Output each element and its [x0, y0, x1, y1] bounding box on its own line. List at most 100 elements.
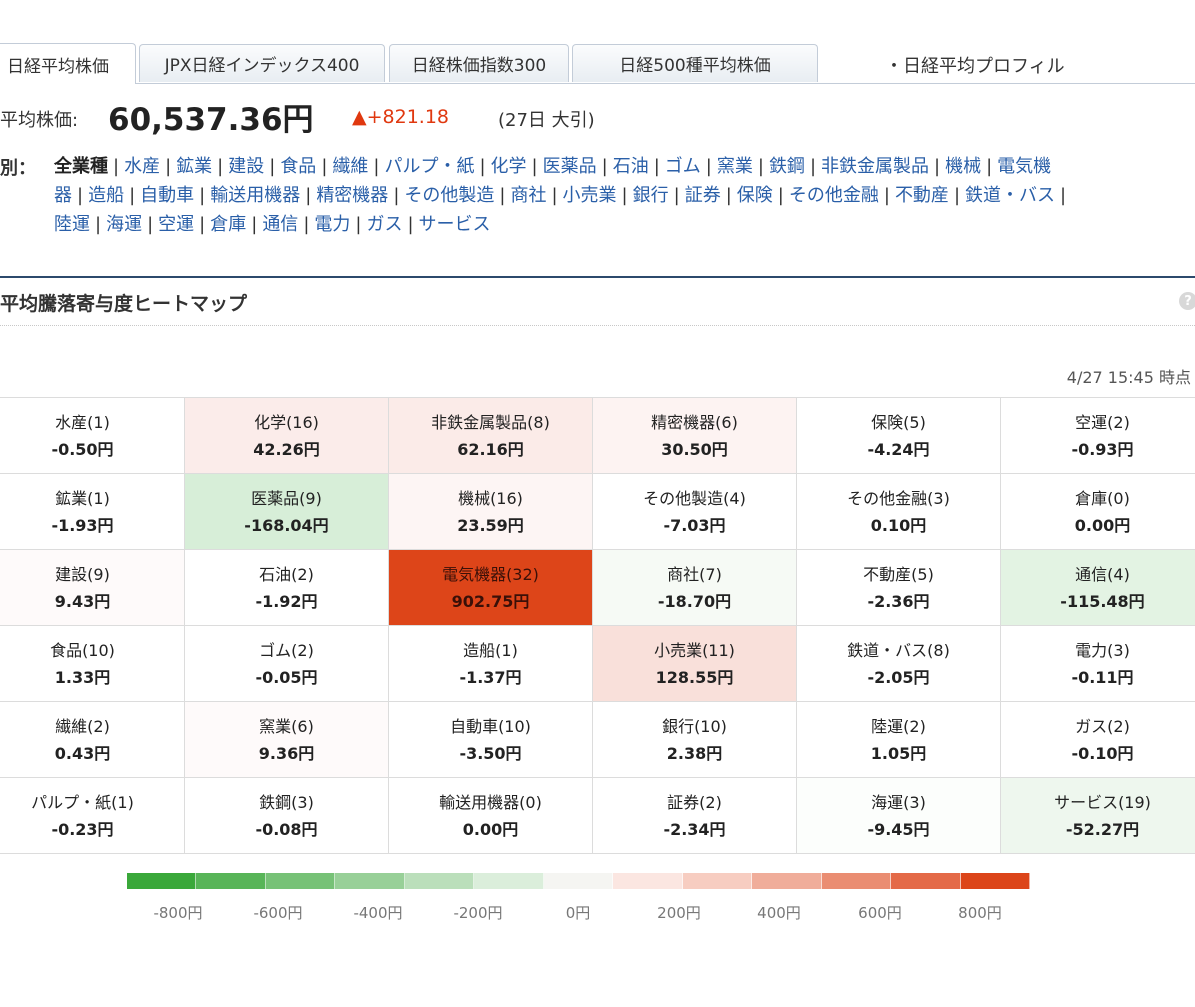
- industry-link[interactable]: その他製造: [404, 185, 495, 206]
- industry-link[interactable]: 通信: [262, 214, 299, 235]
- link-separator: |: [77, 185, 84, 206]
- industry-link[interactable]: 化学: [490, 156, 527, 177]
- industry-link[interactable]: 空運: [158, 214, 195, 235]
- link-separator: |: [199, 185, 206, 206]
- industry-link[interactable]: 海運: [106, 214, 143, 235]
- question-icon[interactable]: ?: [1179, 292, 1195, 310]
- nikkei-profile-link[interactable]: ・日経平均プロフィル: [885, 56, 1065, 77]
- industry-link[interactable]: ガス: [366, 214, 403, 235]
- tab-jpx-nikkei-400[interactable]: JPX日経インデックス400: [139, 44, 385, 82]
- industry-link-row: 器 | 造船 | 自動車 | 輸送用機器 | 精密機器 | その他製造 | 商社 | 小売業 | 銀行 | 証券 | 保…: [54, 181, 1195, 210]
- heatmap-cell[interactable]: ゴム(2) -0.05円: [185, 626, 389, 702]
- sector-name: サービス(19): [1054, 792, 1151, 812]
- industry-link[interactable]: 輸送用機器: [210, 185, 301, 206]
- heatmap-grid: 水産(1) -0.50円 化学(16) 42.26円 非鉄金属製品(8) 62.16円 精密…: [0, 397, 1195, 854]
- industry-link[interactable]: 鉱業: [176, 156, 213, 177]
- industry-link-row: 陸運 | 海運 | 空運 | 倉庫 | 通信 | 電力 | ガス | サービス: [54, 210, 1195, 239]
- industry-link[interactable]: 機械: [945, 156, 982, 177]
- heatmap-cell[interactable]: 非鉄金属製品(8) 62.16円: [389, 398, 593, 474]
- industry-link[interactable]: 器: [54, 185, 72, 206]
- industry-link[interactable]: その他金融: [788, 185, 879, 206]
- heatmap-cell[interactable]: 銀行(10) 2.38円: [593, 702, 797, 778]
- heatmap-cell[interactable]: 鉱業(1) -1.93円: [0, 474, 185, 550]
- heatmap-cell[interactable]: 機械(16) 23.59円: [389, 474, 593, 550]
- heatmap-cell[interactable]: サービス(19) -52.27円: [1001, 778, 1195, 854]
- heatmap-cell[interactable]: 証券(2) -2.34円: [593, 778, 797, 854]
- industry-link[interactable]: 非鉄金属製品: [821, 156, 930, 177]
- industry-link[interactable]: パルプ・紙: [384, 156, 475, 177]
- link-separator: |: [934, 156, 941, 177]
- industry-link[interactable]: 商社: [510, 185, 547, 206]
- link-separator: |: [725, 185, 732, 206]
- industry-link[interactable]: 建設: [228, 156, 265, 177]
- industry-link[interactable]: 電力: [314, 214, 351, 235]
- heatmap-cell[interactable]: 海運(3) -9.45円: [797, 778, 1001, 854]
- heatmap-cell[interactable]: ガス(2) -0.10円: [1001, 702, 1195, 778]
- industry-link[interactable]: 造船: [88, 185, 125, 206]
- heatmap-cell[interactable]: 建設(9) 9.43円: [0, 550, 185, 626]
- industry-link[interactable]: 証券: [684, 185, 721, 206]
- price-label: 平均株価:: [0, 110, 79, 131]
- industry-link[interactable]: 水産: [124, 156, 161, 177]
- sector-name: 医薬品(9): [251, 488, 322, 508]
- industry-link[interactable]: 鉄道・バス: [965, 185, 1056, 206]
- heatmap-cell[interactable]: 繊維(2) 0.43円: [0, 702, 185, 778]
- industry-link[interactable]: 陸運: [54, 214, 90, 235]
- heatmap-cell[interactable]: その他金融(3) 0.10円: [797, 474, 1001, 550]
- heatmap-cell[interactable]: 不動産(5) -2.36円: [797, 550, 1001, 626]
- heatmap-cell[interactable]: 倉庫(0) 0.00円: [1001, 474, 1195, 550]
- industry-link[interactable]: 食品: [280, 156, 317, 177]
- heatmap-cell[interactable]: 精密機器(6) 30.50円: [593, 398, 797, 474]
- sector-contribution: -0.11円: [1071, 667, 1134, 687]
- heatmap-cell[interactable]: 小売業(11) 128.55円: [593, 626, 797, 702]
- sector-contribution: -4.24円: [867, 439, 930, 459]
- heatmap-cell[interactable]: 石油(2) -1.92円: [185, 550, 389, 626]
- heatmap-cell[interactable]: 電力(3) -0.11円: [1001, 626, 1195, 702]
- industry-link[interactable]: ゴム: [664, 156, 701, 177]
- heatmap-cell[interactable]: 商社(7) -18.70円: [593, 550, 797, 626]
- link-separator: |: [601, 156, 608, 177]
- heatmap-cell[interactable]: 化学(16) 42.26円: [185, 398, 389, 474]
- heatmap-cell[interactable]: 電気機器(32) 902.75円: [389, 550, 593, 626]
- industry-link[interactable]: 倉庫: [210, 214, 247, 235]
- heatmap-cell[interactable]: 窯業(6) 9.36円: [185, 702, 389, 778]
- industry-link[interactable]: 精密機器: [316, 185, 389, 206]
- heatmap-cell[interactable]: 保険(5) -4.24円: [797, 398, 1001, 474]
- heatmap-cell[interactable]: 造船(1) -1.37円: [389, 626, 593, 702]
- heatmap-cell[interactable]: 医薬品(9) -168.04円: [185, 474, 389, 550]
- industry-link[interactable]: サービス: [418, 214, 491, 235]
- industry-link[interactable]: 電気機: [997, 156, 1052, 177]
- tab-nikkei-300[interactable]: 日経株価指数300: [389, 44, 569, 82]
- heatmap-cell[interactable]: 自動車(10) -3.50円: [389, 702, 593, 778]
- heatmap-cell[interactable]: 食品(10) 1.33円: [0, 626, 185, 702]
- industry-link[interactable]: 小売業: [562, 185, 617, 206]
- heatmap-cell[interactable]: 水産(1) -0.50円: [0, 398, 185, 474]
- heatmap-cell[interactable]: 鉄道・バス(8) -2.05円: [797, 626, 1001, 702]
- industry-link[interactable]: 保険: [736, 185, 773, 206]
- heatmap-cell[interactable]: 通信(4) -115.48円: [1001, 550, 1195, 626]
- industry-link[interactable]: 繊維: [332, 156, 369, 177]
- tab-nikkei-500[interactable]: 日経500種平均株価: [572, 44, 818, 82]
- heatmap-cell[interactable]: 鉄鋼(3) -0.08円: [185, 778, 389, 854]
- link-separator: |: [986, 156, 993, 177]
- link-separator: |: [269, 156, 276, 177]
- industry-link[interactable]: 石油: [612, 156, 649, 177]
- heatmap-cell[interactable]: その他製造(4) -7.03円: [593, 474, 797, 550]
- sector-name: 不動産(5): [863, 564, 934, 584]
- industry-link[interactable]: 窯業: [716, 156, 753, 177]
- sector-name: 小売業(11): [654, 640, 735, 660]
- heatmap-cell[interactable]: 空運(2) -0.93円: [1001, 398, 1195, 474]
- tab-nikkei-average[interactable]: 日経平均株価: [0, 43, 136, 84]
- industry-link[interactable]: 自動車: [140, 185, 195, 206]
- sector-contribution: 0.00円: [1074, 515, 1131, 535]
- heatmap-cell[interactable]: 陸運(2) 1.05円: [797, 702, 1001, 778]
- industry-link[interactable]: 不動産: [894, 185, 949, 206]
- industry-link[interactable]: 銀行: [632, 185, 669, 206]
- legend-segment: [335, 873, 405, 889]
- sector-contribution: -168.04円: [244, 515, 329, 535]
- industry-link-row: 全業種 | 水産 | 鉱業 | 建設 | 食品 | 繊維 | パルプ・紙 | 化学 | 医薬品 | 石油 | ゴム | 窯業…: [54, 152, 1195, 181]
- heatmap-cell[interactable]: 輸送用機器(0) 0.00円: [389, 778, 593, 854]
- industry-link[interactable]: 鉄鋼: [768, 156, 805, 177]
- heatmap-cell[interactable]: パルプ・紙(1) -0.23円: [0, 778, 185, 854]
- industry-link[interactable]: 医薬品: [542, 156, 597, 177]
